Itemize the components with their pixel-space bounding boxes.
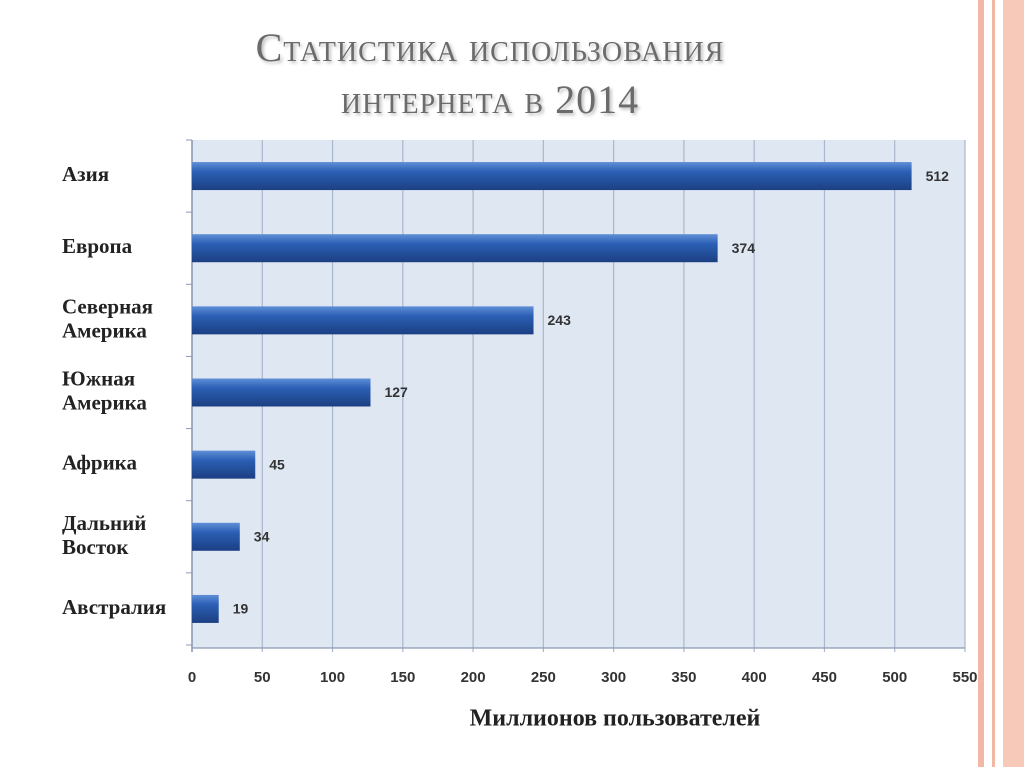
bar: [192, 594, 219, 623]
x-tick-label: 0: [188, 669, 196, 686]
slide-title: Статистика использования интернета в 201…: [255, 25, 725, 122]
decor-stripe: [992, 0, 995, 767]
bar: [192, 378, 371, 407]
decor-stripe: [978, 0, 984, 767]
x-tick-label: 300: [601, 669, 626, 686]
x-tick-label: 100: [320, 669, 345, 686]
x-tick-label: 350: [671, 669, 696, 686]
y-tick-label: Европа: [62, 234, 133, 258]
y-tick-label: Австралия: [62, 595, 166, 619]
y-tick-label: Дальний Восток: [62, 511, 146, 559]
x-tick-label: 250: [531, 669, 556, 686]
bar: [192, 234, 718, 263]
value-label: 243: [548, 312, 572, 328]
x-axis-label: Миллионов пользователей: [470, 706, 761, 732]
decor-stripe: [1003, 0, 1024, 767]
x-tick-label: 450: [812, 669, 837, 686]
value-label: 127: [384, 384, 408, 400]
bar: [192, 522, 240, 551]
bar: [192, 306, 534, 335]
y-tick-label: Северная Америка: [62, 294, 153, 342]
value-label: 45: [269, 456, 285, 472]
value-label: 19: [233, 601, 249, 617]
value-label: 512: [926, 168, 950, 184]
x-tick-label: 500: [882, 669, 907, 686]
bar: [192, 162, 912, 191]
x-tick-label: 400: [742, 669, 767, 686]
y-tick-label: Азия: [62, 162, 109, 186]
x-tick-label: 550: [952, 669, 977, 686]
value-label: 374: [732, 240, 756, 256]
bar: [192, 450, 256, 479]
value-label: 34: [254, 528, 270, 544]
y-tick-label: Южная Америка: [62, 366, 147, 414]
x-tick-label: 150: [390, 669, 415, 686]
x-tick-label: 200: [461, 669, 486, 686]
x-tick-label: 50: [254, 669, 271, 686]
y-tick-label: Африка: [62, 450, 137, 474]
